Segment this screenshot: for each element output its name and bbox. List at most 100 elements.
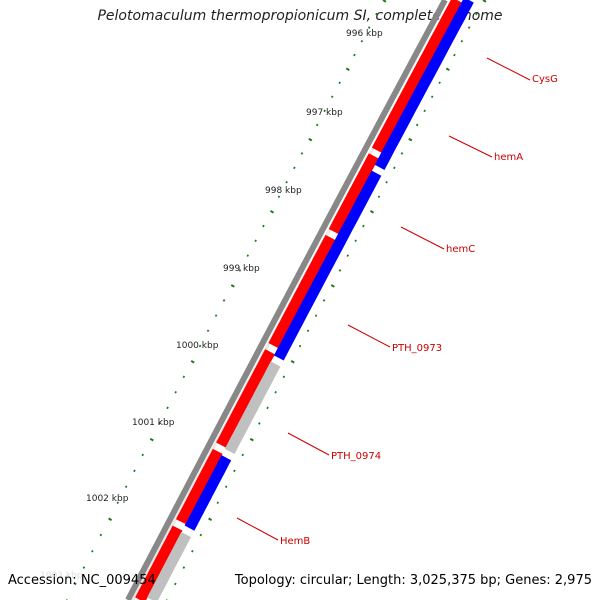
outer-tick-mark <box>353 53 356 57</box>
topology-summary: Topology: circular; Length: 3,025,375 bp… <box>234 573 592 588</box>
outer-tick-mark <box>375 12 378 16</box>
outer-tick-mark <box>277 195 281 199</box>
genome-title: Pelotomaculum thermopropionicum SI, comp… <box>97 8 503 24</box>
gene-label-hemb: HemB <box>280 536 310 547</box>
gene-label-hemc: hemC <box>446 244 475 255</box>
inner-tick-mark <box>182 566 186 569</box>
inner-tick-mark <box>322 299 326 302</box>
inner-tick-mark <box>290 360 295 364</box>
other-feature-segment <box>147 532 191 600</box>
outer-tick-mark <box>124 485 128 489</box>
reverse-strand-track <box>147 0 474 600</box>
tick-label-998: 998 kbp <box>265 186 302 196</box>
tick-label-1002: 1002 kbp <box>86 494 129 504</box>
inner-tick-mark <box>362 224 365 228</box>
gene-leader-hema <box>448 135 493 158</box>
inner-tick-mark <box>338 269 342 272</box>
outer-tick-mark <box>360 39 364 43</box>
inner-tick-mark <box>306 329 310 333</box>
other-feature-segment <box>224 361 281 454</box>
inner-tick-mark <box>438 81 441 85</box>
inner-tick-mark <box>199 533 203 537</box>
forward-strand-track <box>135 0 462 600</box>
inner-tick-mark <box>314 314 318 317</box>
outer-tick-mark <box>367 26 371 29</box>
reverse-gene-segment <box>184 455 232 531</box>
forward-gene-segment <box>216 349 275 448</box>
inner-tick-mark <box>385 180 388 184</box>
outer-tick-mark <box>198 344 202 348</box>
genome-backbone <box>125 0 448 600</box>
inner-tick-mark <box>377 195 381 199</box>
outer-tick-mark <box>166 406 169 410</box>
forward-gene-segment <box>268 234 336 349</box>
tick-label-1000: 1000 kbp <box>176 341 219 351</box>
tick-label-997: 997 kbp <box>306 108 343 118</box>
outer-tick-mark <box>214 314 218 317</box>
outer-tick-mark <box>308 137 313 142</box>
inner-tick-mark <box>266 406 269 410</box>
tick-label-1003: 1003 kbp <box>40 571 83 581</box>
gene-leader-hemb <box>236 517 279 541</box>
inner-tick-mark <box>430 95 434 99</box>
kbp-tick-labels: 996 kbp 997 kbp 998 kbp 999 kbp 1000 kbp… <box>40 29 383 581</box>
inner-tick-mark <box>258 422 261 425</box>
tick-label-999: 999 kbp <box>223 264 260 274</box>
outer-tick-mark <box>382 0 387 3</box>
gene-label-cysg: CysG <box>532 74 558 85</box>
gene-label-pth0974: PTH_0974 <box>331 451 381 462</box>
inner-tick-mark <box>249 437 254 442</box>
gene-label-hema: hemA <box>494 152 523 163</box>
outer-tick-mark <box>182 375 186 379</box>
outer-tick-mark <box>116 501 120 505</box>
outer-tick-mark <box>269 210 275 214</box>
outer-tick-mark <box>141 453 145 457</box>
inner-tick-mark <box>241 453 245 457</box>
gene-leader-cysg <box>486 57 531 81</box>
outer-tick-mark <box>149 437 154 442</box>
tick-label-996: 996 kbp <box>346 29 383 39</box>
inner-tick-mark <box>354 239 357 243</box>
inner-tick-mark <box>208 517 213 522</box>
inner-tick-mark <box>330 284 335 288</box>
forward-gene-segment <box>175 448 223 525</box>
gene-label-pth0973: PTH_0973 <box>392 343 442 354</box>
outer-tick-mark <box>222 299 226 302</box>
outer-tick-mark <box>82 566 86 569</box>
inner-tick-mark <box>216 501 220 505</box>
outer-tick-mark <box>338 81 341 85</box>
inner-tick-mark <box>475 12 478 16</box>
inner-tick-mark <box>346 254 349 257</box>
outer-tick-mark <box>323 109 326 113</box>
outer-tick-mark <box>330 95 334 99</box>
inner-tick-mark <box>274 390 277 394</box>
inner-tick-mark <box>282 375 286 379</box>
inner-tick-mark <box>467 26 471 29</box>
inner-tick-mark <box>369 210 375 214</box>
outer-tick-mark <box>133 469 136 473</box>
outer-tick-mark <box>345 67 350 72</box>
outer-tick-mark <box>293 166 296 170</box>
outer-tick-mark <box>108 517 113 522</box>
inner-tick-mark <box>423 109 426 113</box>
outer-tick-mark <box>91 549 94 553</box>
gene-labels: CysG hemA hemC PTH_0973 PTH_0974 HemB <box>236 57 558 547</box>
inner-tick-mark <box>224 485 228 489</box>
inner-tick-mark <box>445 67 450 72</box>
outer-tick-mark <box>254 239 257 243</box>
forward-gene-segment <box>371 0 462 153</box>
inner-tick-mark <box>482 0 487 3</box>
gene-leader-hemc <box>400 226 445 250</box>
outer-tick-mark <box>230 284 235 288</box>
kbp-ticks <box>66 0 487 600</box>
outer-tick-mark <box>74 582 77 586</box>
outer-tick-mark <box>99 533 103 537</box>
outer-tick-mark <box>246 254 249 257</box>
tick-label-1001: 1001 kbp <box>132 418 175 428</box>
gene-leader-pth0973 <box>347 324 391 348</box>
inner-tick-mark <box>400 152 404 155</box>
outer-tick-mark <box>206 329 210 333</box>
accession-label: Accession: NC_009454 <box>8 573 156 588</box>
outer-tick-mark <box>262 224 265 228</box>
